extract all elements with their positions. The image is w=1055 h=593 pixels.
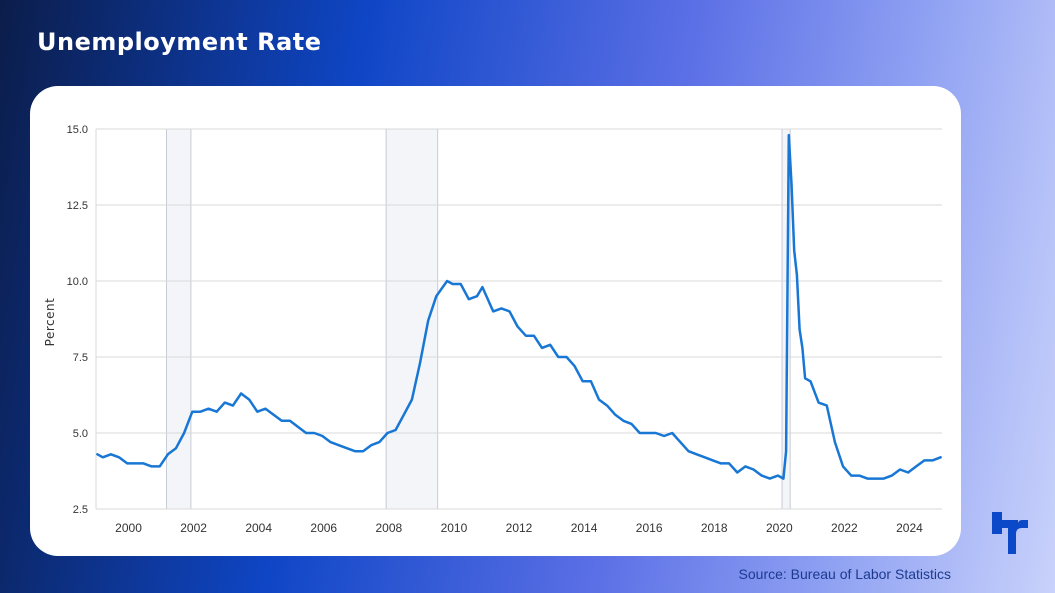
x-tick-label-4: 2008 [375, 521, 402, 535]
y-tick-label-4: 12.5 [67, 200, 88, 212]
y-tick-label-2: 7.5 [73, 352, 88, 364]
x-tick-label-2: 2004 [245, 521, 272, 535]
chart-card: 2.5 5.0 7.5 10.0 12.5 15.0 2000 2002 2004 2006 20… [30, 86, 961, 556]
gridlines [95, 128, 942, 510]
x-tick-label-9: 2018 [701, 521, 728, 535]
y-tick-label-1: 5.0 [73, 428, 88, 440]
series-layer [96, 133, 942, 480]
unemployment-line-chart: 2.55.07.510.012.515.0 2000 2002 2004 2006 20… [43, 124, 942, 535]
y-axis-label: Percent [43, 298, 57, 347]
x-tick-label-11: 2022 [831, 521, 858, 535]
x-tick-label-0: 2000 [115, 521, 142, 535]
x-tick-label-5: 2010 [441, 521, 468, 535]
x-tick-label-3: 2006 [310, 521, 337, 535]
y-tick-label-3: 10.0 [67, 276, 88, 288]
source-caption: Source: Bureau of Labor Statistics [738, 566, 951, 582]
x-tick-label-6: 2012 [506, 521, 533, 535]
y-tick-label-5: 15.0 [67, 124, 88, 136]
x-tick-label-7: 2014 [571, 521, 598, 535]
x-tick-label-1: 2002 [180, 521, 207, 535]
x-axis-ticks: 2000 2002 2004 2006 2008 2010 2012 2014 2016 2018… [115, 521, 923, 535]
x-tick-label-12: 2024 [896, 521, 923, 535]
x-tick-label-8: 2016 [636, 521, 663, 535]
x-tick-label-10: 2020 [766, 521, 793, 535]
page-title: Unemployment Rate [37, 28, 322, 56]
recession-bands [166, 129, 791, 509]
series-line-0 [96, 133, 942, 480]
y-axis-ticks: 2.5 5.0 7.5 10.0 12.5 15.0 [67, 124, 88, 516]
company-logo-icon [992, 512, 1028, 554]
y-tick-label-0: 2.5 [73, 504, 88, 516]
